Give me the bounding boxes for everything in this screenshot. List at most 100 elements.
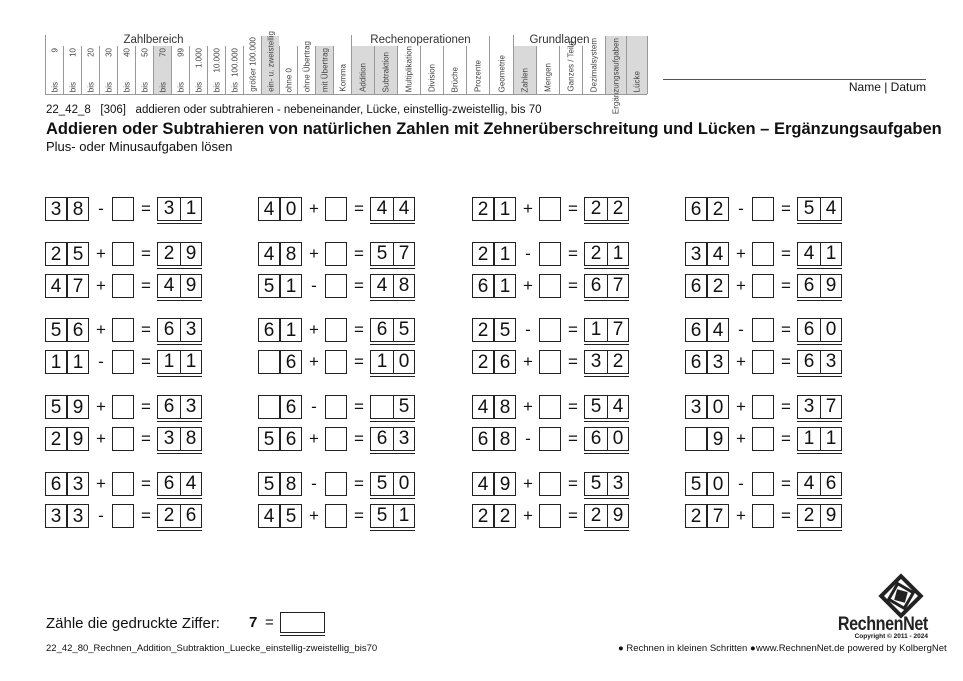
operator: +	[736, 276, 746, 295]
operand-ones-cell: 5	[494, 318, 516, 342]
missing-number-input[interactable]	[112, 274, 134, 298]
exercise: 2 5- = 1 7	[472, 318, 632, 345]
exercise: 6 3 + = 6 4	[45, 472, 205, 499]
operator: +	[309, 320, 319, 339]
operand-tens-cell	[685, 427, 707, 451]
missing-number-input[interactable]	[752, 504, 774, 528]
missing-number-input[interactable]	[325, 395, 347, 419]
missing-number-input[interactable]	[539, 318, 561, 342]
equals-sign: =	[568, 276, 578, 295]
operation-label: Addition	[358, 63, 368, 92]
equals-sign: =	[141, 199, 151, 218]
missing-number-input[interactable]	[752, 197, 774, 221]
operand-ones-cell: 7	[67, 274, 89, 298]
equals-sign: =	[781, 474, 791, 493]
operator: +	[736, 429, 746, 448]
missing-number-input[interactable]	[325, 350, 347, 374]
exercise: 6 1 + = 6 7	[472, 274, 632, 301]
range-column: 40 bis	[117, 46, 135, 94]
operand-tens-cell: 6	[472, 274, 494, 298]
missing-number-input[interactable]	[752, 427, 774, 451]
equals-sign: =	[354, 276, 364, 295]
result-ones-digit: 0	[398, 473, 410, 494]
operator: -	[311, 397, 317, 416]
range-value: 99	[176, 48, 185, 57]
missing-number-input[interactable]	[539, 350, 561, 374]
equals-sign: =	[354, 244, 364, 263]
equals-sign: =	[781, 244, 791, 263]
result-box: 5	[370, 395, 415, 422]
missing-number-input[interactable]	[539, 274, 561, 298]
missing-number-input[interactable]	[539, 504, 561, 528]
missing-number-input[interactable]	[539, 395, 561, 419]
missing-number-input[interactable]	[752, 472, 774, 496]
missing-number-input[interactable]	[539, 427, 561, 451]
equals-sign: =	[354, 429, 364, 448]
missing-number-input[interactable]	[112, 242, 134, 266]
result-ones-digit: 9	[185, 275, 197, 296]
missing-number-input[interactable]	[752, 350, 774, 374]
result-tens-digit: 3	[585, 351, 608, 373]
result-ones-digit: 1	[825, 428, 837, 449]
operand-ones-cell: 2	[707, 274, 729, 298]
missing-number-input[interactable]	[112, 350, 134, 374]
missing-number-input[interactable]	[752, 318, 774, 342]
exercise: 3 3- = 2 6	[45, 504, 205, 531]
operator: +	[309, 244, 319, 263]
result-tens-digit: 6	[371, 428, 394, 450]
missing-number-input[interactable]	[539, 197, 561, 221]
missing-number-input[interactable]	[325, 318, 347, 342]
operand-tens-cell: 4	[472, 395, 494, 419]
missing-number-input[interactable]	[112, 318, 134, 342]
missing-number-input[interactable]	[752, 242, 774, 266]
name-date-label: Name | Datum	[848, 80, 926, 94]
missing-number-input[interactable]	[325, 197, 347, 221]
range-value: 9	[50, 48, 59, 53]
operand-ones-cell: 6	[280, 427, 302, 451]
result-ones-digit: 5	[398, 319, 410, 340]
operator: -	[98, 352, 104, 371]
missing-number-input[interactable]	[325, 427, 347, 451]
operand-ones-cell: 4	[707, 318, 729, 342]
missing-number-input[interactable]	[112, 395, 134, 419]
count-answer-box[interactable]	[280, 612, 325, 636]
result-tens-digit: 3	[158, 198, 181, 220]
operand-tens-cell: 6	[685, 197, 707, 221]
missing-number-input[interactable]	[325, 274, 347, 298]
missing-number-input[interactable]	[112, 472, 134, 496]
operand-tens-cell	[258, 395, 280, 419]
exercise: 4 8 + = 5 7	[258, 242, 418, 269]
worksheet-number: [306]	[100, 104, 126, 116]
equals-sign: =	[354, 506, 364, 525]
missing-number-input[interactable]	[112, 427, 134, 451]
missing-number-input[interactable]	[325, 472, 347, 496]
exercise: 2 5 + = 2 9	[45, 242, 205, 269]
exercise: 2 7 + = 2 9	[685, 504, 845, 531]
missing-number-input[interactable]	[539, 242, 561, 266]
missing-number-input[interactable]	[112, 504, 134, 528]
missing-number-input[interactable]	[112, 197, 134, 221]
missing-number-input[interactable]	[325, 242, 347, 266]
missing-number-input[interactable]	[539, 472, 561, 496]
basics-label: Mengen	[543, 63, 553, 92]
rechnennet-logo: RechnenNet Copyright © 2011 - 2024	[838, 572, 930, 642]
result-tens-digit: 2	[585, 198, 608, 220]
equals-sign: =	[354, 474, 364, 493]
result-ones-digit: 0	[612, 428, 624, 449]
missing-number-input[interactable]	[752, 274, 774, 298]
operand-tens-cell: 2	[472, 242, 494, 266]
operand-tens-cell: 2	[45, 242, 67, 266]
missing-number-input[interactable]	[325, 504, 347, 528]
missing-number-input[interactable]	[752, 395, 774, 419]
result-tens-digit: 6	[798, 351, 821, 373]
